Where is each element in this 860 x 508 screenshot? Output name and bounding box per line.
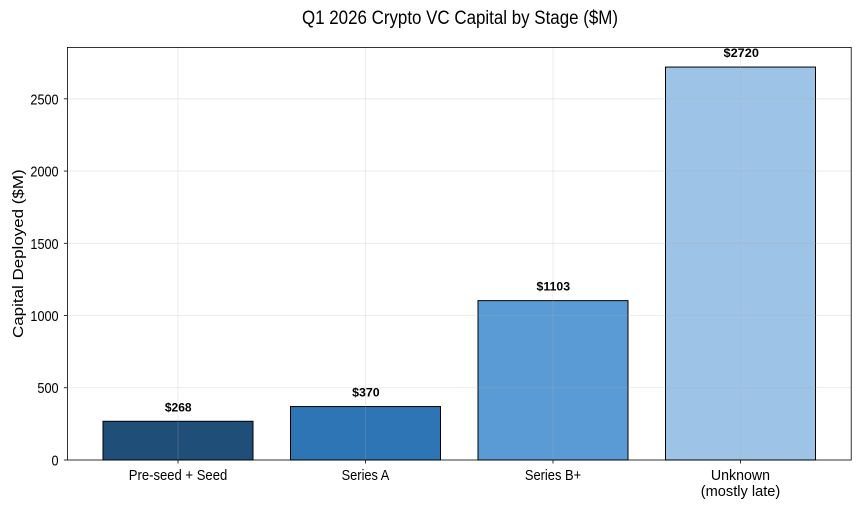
svg-text:0: 0 <box>52 452 59 469</box>
svg-text:1000: 1000 <box>30 308 58 325</box>
svg-text:Pre-seed + Seed: Pre-seed + Seed <box>129 467 228 484</box>
svg-text:$268: $268 <box>165 400 192 414</box>
svg-text:$1103: $1103 <box>537 280 571 294</box>
svg-text:500: 500 <box>37 380 58 397</box>
svg-text:(mostly late): (mostly late) <box>701 483 781 500</box>
svg-text:2500: 2500 <box>30 91 58 108</box>
svg-text:Series B+: Series B+ <box>525 467 582 484</box>
svg-text:Capital Deployed ($M): Capital Deployed ($M) <box>10 169 27 338</box>
svg-text:2000: 2000 <box>30 164 58 181</box>
svg-text:Q1 2026 Crypto VC Capital by S: Q1 2026 Crypto VC Capital by Stage ($M) <box>302 8 618 29</box>
svg-text:Series A: Series A <box>342 467 390 484</box>
svg-text:Unknown: Unknown <box>711 467 770 484</box>
svg-text:$370: $370 <box>352 386 380 400</box>
svg-text:$2720: $2720 <box>724 46 760 60</box>
svg-text:1500: 1500 <box>30 236 58 253</box>
